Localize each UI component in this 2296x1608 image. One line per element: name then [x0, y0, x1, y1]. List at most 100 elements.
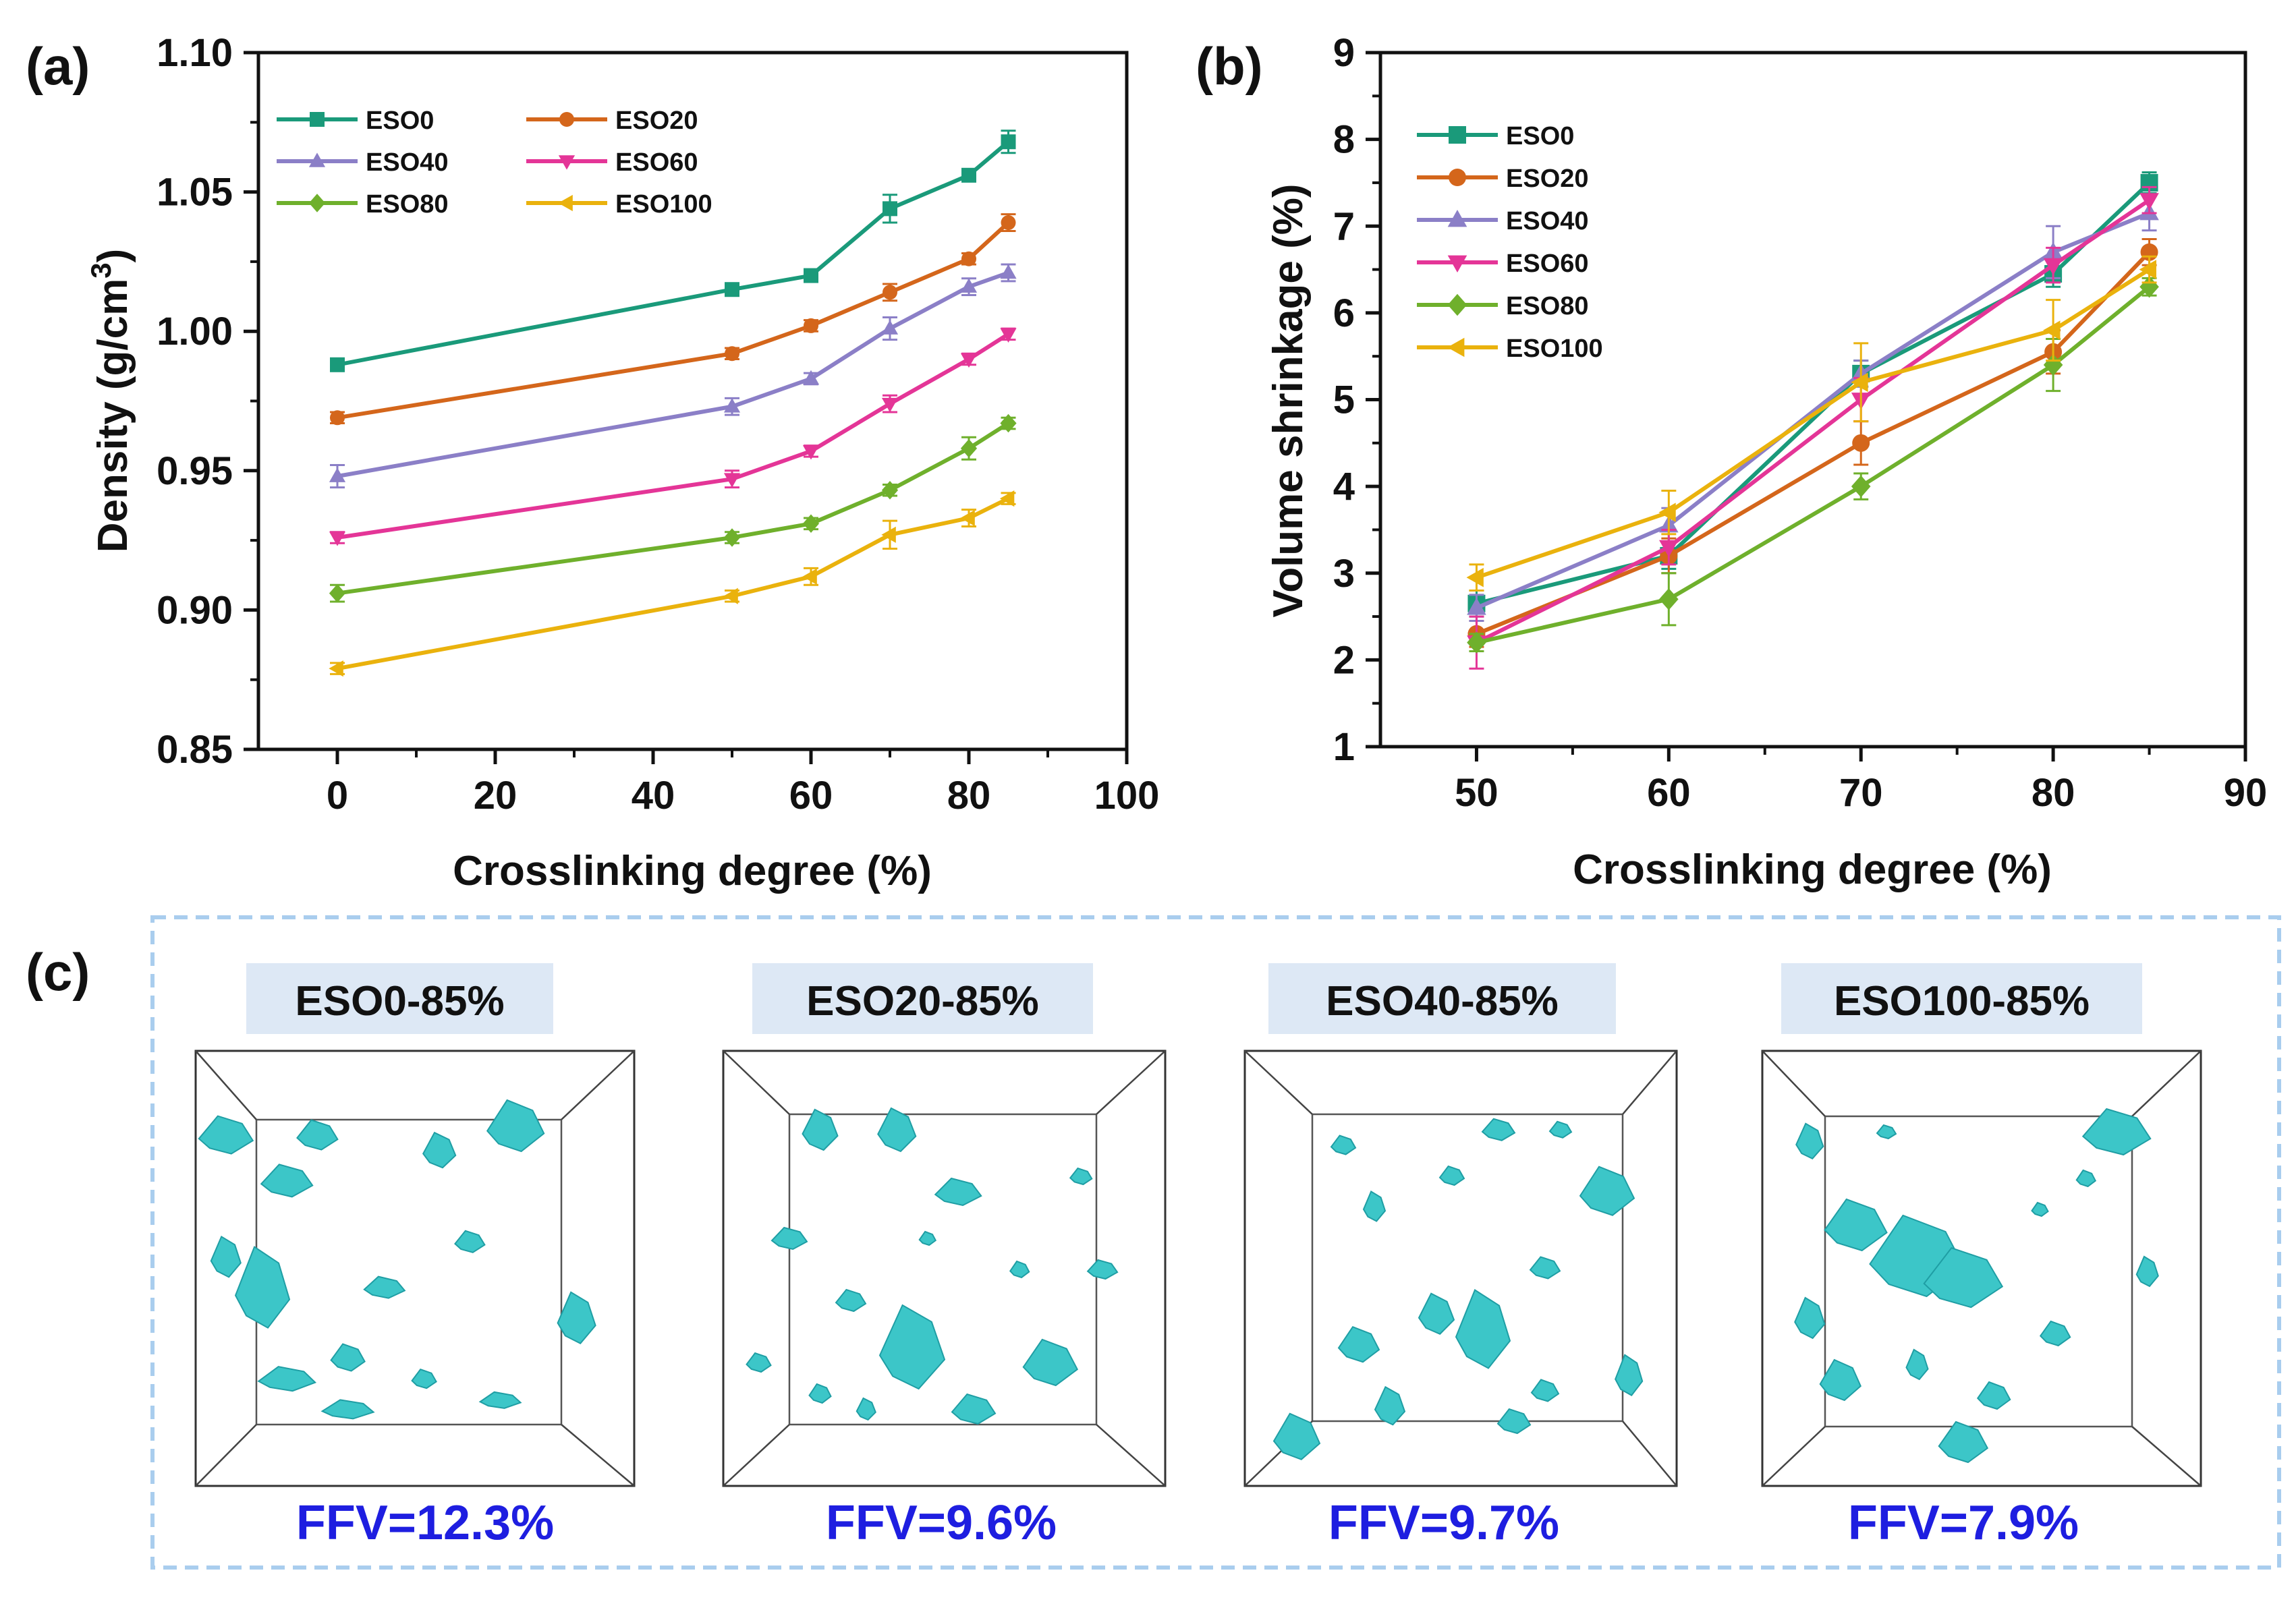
- panel-a-x-tick-label: 100: [1094, 774, 1160, 817]
- panel-a-legend-marker: [310, 112, 325, 127]
- panel-b-legend-marker: [1447, 255, 1467, 272]
- free-volume-void: [1976, 1381, 2011, 1410]
- free-volume-void: [1455, 1289, 1511, 1369]
- free-volume-void: [422, 1131, 457, 1169]
- box-perspective-edge: [1622, 1050, 1677, 1115]
- panel-a-legend-item-eso40: ESO40: [277, 148, 449, 177]
- free-volume-void: [1438, 1165, 1465, 1186]
- free-volume-void: [1496, 1408, 1532, 1435]
- panel-a-legend-marker: [558, 155, 576, 170]
- panel-a-eso60-point: [881, 397, 899, 413]
- panel-b-legend-item-eso80: ESO80: [1417, 292, 1589, 320]
- panel-a-legend-label: ESO20: [615, 107, 698, 135]
- panel-a-x-tick-label: 60: [789, 774, 833, 817]
- panel-a-eso20-point: [804, 318, 818, 333]
- panel-a-density-chart: (a) 0 20 40 60 80 100 0.85 0.90 0.95 1.00 1.05 1.10…: [26, 31, 1159, 894]
- panel-b-eso80-point: [2043, 353, 2063, 376]
- box-outer-frame: [1243, 1050, 1678, 1487]
- panel-a-eso40-point: [802, 370, 820, 385]
- free-volume-void: [320, 1399, 375, 1420]
- free-volume-void: [2135, 1255, 2159, 1288]
- free-volume-void: [1337, 1326, 1380, 1363]
- panel-b-legend-label: ESO100: [1506, 335, 1603, 363]
- panel-a-eso20-point: [1001, 215, 1016, 231]
- panel-a-eso20-point: [330, 410, 345, 426]
- panel-a-eso100-point: [723, 587, 738, 604]
- free-volume-void: [454, 1230, 486, 1253]
- panel-b-legend-marker: [1447, 337, 1465, 357]
- panel-b-y-tick-label: 3: [1333, 552, 1355, 596]
- panel-b-y-tick-label: 1: [1333, 725, 1355, 769]
- box-perspective-edge: [723, 1424, 790, 1487]
- panel-a-eso60-point: [1000, 328, 1017, 343]
- panel-a-eso40-point: [960, 278, 978, 293]
- panel-a-x-tick-label: 20: [474, 774, 517, 817]
- box-inner-frame: [1824, 1115, 2133, 1428]
- free-volume-void: [2081, 1108, 2152, 1156]
- panel-a-legend-marker: [558, 194, 573, 212]
- panel-b-legend-label: ESO0: [1506, 122, 1574, 150]
- panel-a-legend-item-eso80: ESO80: [277, 190, 449, 219]
- panel-a-x-tick-label: 80: [947, 774, 991, 817]
- panel-a-eso0-point: [804, 268, 818, 283]
- free-volume-void: [746, 1352, 772, 1373]
- free-volume-void: [486, 1099, 545, 1153]
- panel-a-y-tick-label: 1.10: [157, 31, 233, 75]
- free-volume-void: [1819, 1358, 1861, 1402]
- panel-a-legend-marker: [308, 194, 326, 212]
- free-volume-void: [478, 1391, 522, 1409]
- free-volume-void: [877, 1107, 917, 1153]
- box-perspective-edge: [195, 1424, 257, 1487]
- panel-a-legend-marker: [308, 152, 326, 167]
- panel-b-volume-shrinkage-chart: (b) 50 60 70 80 90 1 2 3 4 5 6 7 8 9 Crosslinking deg…: [1196, 31, 2267, 893]
- panel-b-eso80-point: [1659, 588, 1679, 610]
- panel-a-eso40-point: [881, 320, 899, 335]
- free-volume-void: [260, 1164, 314, 1198]
- panel-b-legend-item-eso100: ESO100: [1417, 335, 1603, 363]
- panel-a-eso60-point: [723, 473, 741, 488]
- panel-a-y-tick-label: 0.95: [157, 449, 233, 493]
- panel-a-legend-label: ESO0: [366, 107, 434, 135]
- panel-a-eso60-point: [329, 532, 346, 546]
- panel-a-eso40-point: [723, 398, 741, 413]
- free-volume-void: [835, 1288, 867, 1313]
- free-volume-void: [1824, 1198, 1888, 1252]
- box-inner-frame: [1311, 1113, 1624, 1423]
- panel-a-x-axis-title: Crosslinking degree (%): [453, 848, 932, 894]
- panel-b-legend-label: ESO40: [1506, 207, 1589, 235]
- free-volume-void: [363, 1275, 406, 1299]
- panel-a-y-axis-title-end: ): [90, 249, 136, 263]
- box-title-background: [1781, 963, 2142, 1034]
- free-volume-void: [330, 1343, 366, 1372]
- panel-b-legend-item-eso60: ESO60: [1417, 250, 1589, 278]
- panel-b-eso100-point: [1851, 372, 1868, 393]
- box-perspective-edge: [723, 1050, 790, 1115]
- free-volume-void: [856, 1397, 876, 1421]
- panel-b-legend-item-eso40: ESO40: [1417, 207, 1589, 235]
- box-title: ESO0-85%: [295, 978, 504, 1025]
- box-perspective-edge: [1244, 1050, 1313, 1115]
- box-title: ESO40-85%: [1326, 978, 1559, 1025]
- panel-c-label: (c): [26, 942, 90, 1002]
- panel-b-eso20-point: [1852, 434, 1870, 452]
- panel-b-eso100-point: [2043, 320, 2061, 340]
- box-title: ESO100-85%: [1834, 978, 2090, 1025]
- panel-b-legend-item-eso20: ESO20: [1417, 165, 1589, 193]
- panel-a-series-eso0: [330, 130, 1016, 372]
- panel-b-y-tick-label: 8: [1333, 118, 1355, 162]
- panel-b-x-tick-label: 50: [1455, 771, 1499, 815]
- panel-b-eso100-point: [2139, 260, 2156, 279]
- panel-a-legend-marker: [559, 112, 574, 127]
- panel-b-legend-label: ESO20: [1506, 165, 1589, 193]
- panel-a-eso0-point: [1001, 134, 1016, 150]
- panel-a-x-tick-label: 40: [632, 774, 675, 817]
- free-volume-void: [1615, 1354, 1644, 1397]
- free-volume-void: [1022, 1338, 1079, 1387]
- panel-a-eso60-point: [802, 445, 820, 460]
- panel-b-x-tick-label: 90: [2224, 771, 2268, 815]
- box-perspective-edge: [2131, 1050, 2202, 1117]
- panel-b-series: [1466, 171, 2159, 670]
- box-title-background: [752, 963, 1093, 1034]
- free-volume-void: [1272, 1412, 1321, 1460]
- box-perspective-edge: [1622, 1420, 1677, 1487]
